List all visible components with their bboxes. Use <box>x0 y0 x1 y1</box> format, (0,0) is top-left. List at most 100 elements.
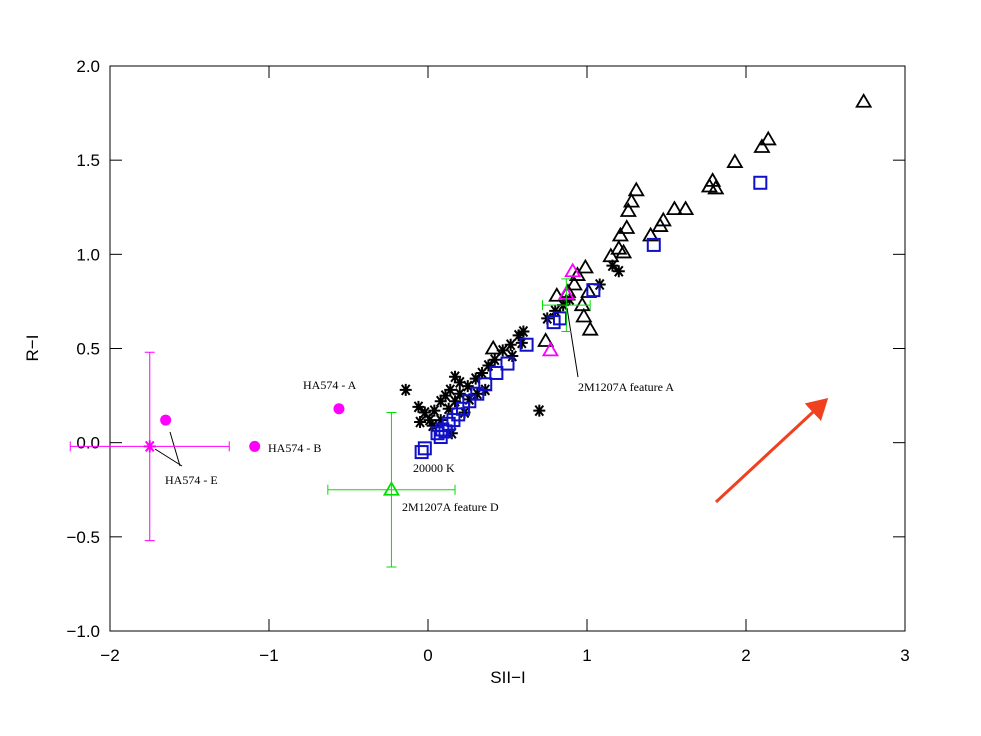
asterisk-marker <box>606 259 619 272</box>
annotation: 2M1207A feature D <box>402 500 499 514</box>
asterisk-marker <box>504 338 517 351</box>
triangle-marker <box>541 341 559 357</box>
annotation: HA574 - E <box>165 473 218 487</box>
square-marker <box>438 424 453 439</box>
square-marker <box>414 445 429 460</box>
y-tick-label: 1.5 <box>76 151 100 170</box>
y-axis-label: R−I <box>23 335 42 362</box>
asterisk-marker <box>506 350 519 363</box>
x-tick-label: 2 <box>741 646 750 665</box>
annotation: 2M1207A feature A <box>578 380 674 394</box>
circle-marker <box>333 403 345 415</box>
asterisk-marker <box>439 389 452 402</box>
triangle-marker <box>855 92 873 108</box>
asterisk-marker <box>476 366 489 379</box>
square-marker <box>441 416 456 431</box>
triangle-marker <box>627 181 645 197</box>
triangle-marker <box>642 226 660 242</box>
circle-marker <box>249 440 261 452</box>
asterisk-marker <box>612 265 625 278</box>
asterisk-marker <box>434 414 447 427</box>
triangle-marker <box>537 332 555 347</box>
asterisk-marker <box>418 406 431 419</box>
triangle-marker <box>707 179 725 195</box>
triangle-marker <box>576 258 594 274</box>
asterisk-marker <box>442 402 455 415</box>
y-error-bar <box>561 278 572 333</box>
asterisk-marker <box>434 395 447 408</box>
y-tick-label: 2.0 <box>76 57 100 76</box>
asterisk-marker <box>533 404 546 417</box>
x-tick-label: 0 <box>423 646 432 665</box>
triangle-marker <box>619 202 637 217</box>
reddening-arrow <box>714 397 829 504</box>
x-axis-label: SII−I <box>490 668 525 687</box>
triangle-marker <box>665 200 684 216</box>
triangle-marker <box>581 320 599 336</box>
y-error-bar <box>386 412 397 568</box>
square-marker <box>500 356 515 371</box>
triangle-marker <box>753 138 771 153</box>
x-tick-label: −2 <box>100 646 119 665</box>
triangle-marker <box>651 217 669 232</box>
square-marker <box>470 386 485 401</box>
asterisk-marker <box>449 370 462 383</box>
x-tick-label: −1 <box>259 646 278 665</box>
asterisk-marker <box>488 353 501 366</box>
leader-line <box>154 448 183 467</box>
triangle-marker <box>548 286 566 302</box>
y-tick-label: 0.5 <box>76 340 100 359</box>
triangle-marker <box>484 339 502 355</box>
asterisk-marker <box>426 419 439 432</box>
y-tick-label: 1.0 <box>76 245 100 264</box>
triangle-marker <box>677 200 695 216</box>
square-marker <box>519 337 534 352</box>
asterisk-marker <box>515 336 528 349</box>
y-tick-label: 0.0 <box>76 434 100 453</box>
triangle-marker <box>618 219 636 234</box>
asterisk-marker <box>482 359 495 372</box>
y-tick-label: −1.0 <box>66 622 100 641</box>
square-marker <box>430 426 445 441</box>
asterisk-marker <box>399 383 412 396</box>
triangle-marker <box>575 307 593 323</box>
triangle-marker <box>622 192 641 208</box>
square-marker <box>753 175 768 190</box>
asterisk-marker <box>453 387 466 400</box>
x-tick-label: 3 <box>900 646 909 665</box>
leader-line <box>169 431 181 467</box>
triangle-marker <box>611 226 629 242</box>
asterisk-marker <box>143 440 156 453</box>
triangle-marker <box>759 130 777 146</box>
asterisk-marker <box>469 372 482 385</box>
asterisk-marker <box>496 344 509 357</box>
triangle-marker <box>382 480 400 496</box>
triangle-marker <box>568 266 587 281</box>
annotation: HA574 - A <box>303 378 357 392</box>
asterisk-marker <box>423 414 436 427</box>
triangle-marker <box>565 275 583 291</box>
annotation: HA574 - B <box>268 441 321 455</box>
asterisk-marker <box>517 325 530 338</box>
circle-marker <box>160 414 172 426</box>
x-tick-label: 1 <box>582 646 591 665</box>
asterisk-marker <box>549 304 562 317</box>
asterisk-marker <box>428 404 441 417</box>
asterisk-marker <box>412 400 425 413</box>
asterisk-marker <box>512 329 525 342</box>
asterisk-marker <box>453 376 466 389</box>
annotation: 20000 K <box>413 461 455 475</box>
triangle-marker <box>573 296 591 312</box>
leader-line <box>566 307 579 378</box>
square-marker <box>586 283 601 298</box>
triangle-marker <box>726 153 744 168</box>
triangle-marker <box>602 247 620 263</box>
square-marker <box>462 394 477 409</box>
square-marker <box>489 365 504 380</box>
square-marker <box>417 441 432 456</box>
asterisk-marker <box>471 387 484 400</box>
y-tick-label: −0.5 <box>66 528 100 547</box>
triangle-marker <box>564 262 582 278</box>
triangle-marker <box>615 243 633 259</box>
